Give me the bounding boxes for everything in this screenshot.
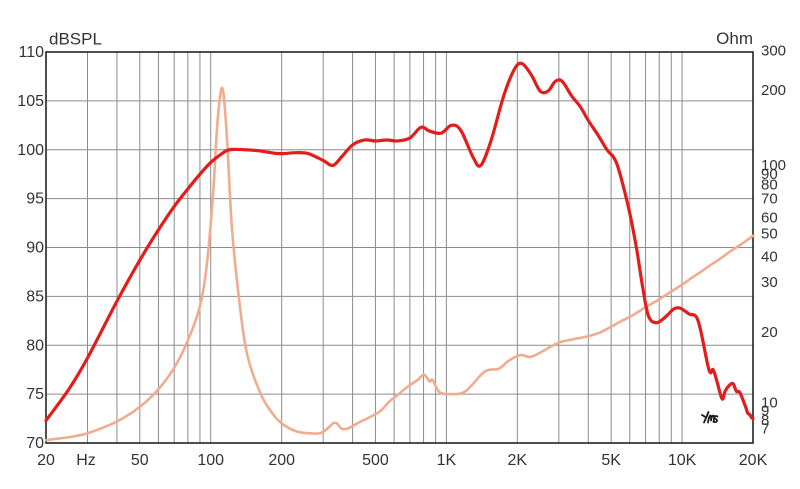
svg-text:75: 75	[26, 386, 44, 403]
svg-text:200: 200	[761, 82, 786, 99]
svg-text:7: 7	[761, 420, 769, 437]
svg-text:20K: 20K	[739, 452, 768, 469]
svg-text:2K: 2K	[508, 452, 528, 469]
svg-text:80: 80	[26, 337, 44, 354]
svg-text:70: 70	[26, 435, 44, 452]
svg-text:200: 200	[268, 452, 295, 469]
svg-text:5K: 5K	[601, 452, 621, 469]
svg-text:30: 30	[761, 274, 778, 291]
svg-text:300: 300	[761, 43, 786, 60]
svg-text:500: 500	[362, 452, 389, 469]
svg-text:105: 105	[17, 93, 44, 110]
svg-text:20: 20	[37, 452, 55, 469]
svg-text:1K: 1K	[437, 452, 457, 469]
svg-text:Ohm: Ohm	[716, 29, 753, 48]
svg-text:110: 110	[18, 44, 44, 61]
svg-text:Hz: Hz	[76, 452, 96, 469]
svg-text:50: 50	[761, 226, 778, 243]
svg-text:60: 60	[761, 210, 778, 227]
svg-text:dBSPL: dBSPL	[49, 30, 102, 49]
svg-text:50: 50	[131, 452, 149, 469]
svg-text:90: 90	[26, 240, 44, 257]
svg-text:40: 40	[761, 248, 778, 265]
svg-text:100: 100	[197, 452, 224, 469]
svg-text:10K: 10K	[668, 452, 697, 469]
svg-text:95: 95	[26, 191, 44, 208]
svg-text:70: 70	[761, 191, 778, 208]
svg-text:20: 20	[761, 324, 778, 341]
svg-text:100: 100	[17, 142, 44, 159]
svg-text:85: 85	[26, 288, 44, 305]
